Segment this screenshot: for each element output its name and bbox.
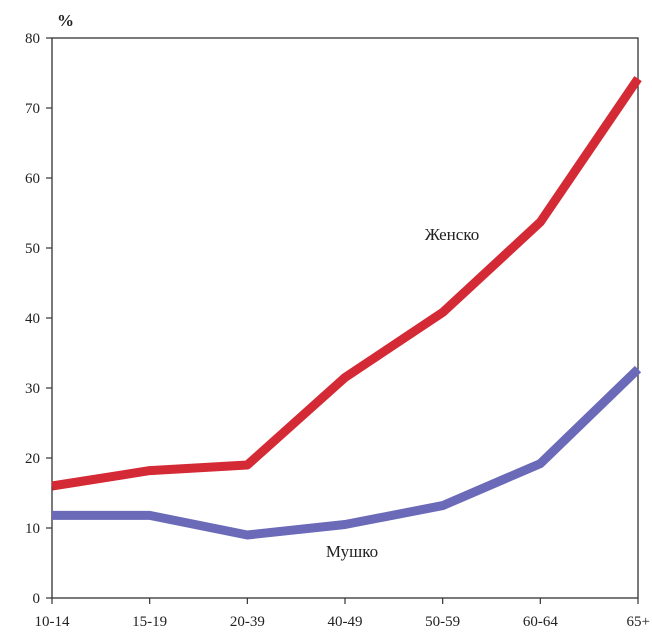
x-axis: 10-14 15-19 20-39 40-49 50-59 60-64 65+ <box>35 598 650 630</box>
y-tick-label: 80 <box>25 31 40 47</box>
series-labels: Женско Мушко <box>326 225 479 561</box>
series-lines <box>51 76 642 540</box>
series-line-2 <box>52 365 642 540</box>
y-tick-label: 10 <box>25 521 40 537</box>
x-tick-label: 10-14 <box>35 614 70 630</box>
x-tick-label: 60-64 <box>523 614 558 630</box>
y-axis-unit-label: % <box>57 11 74 30</box>
x-tick-label: 50-59 <box>425 614 460 630</box>
y-tick-label: 60 <box>25 171 40 187</box>
y-axis: 0 10 20 30 40 50 60 70 80 <box>25 31 52 607</box>
series-label-1: Женско <box>425 225 479 244</box>
y-tick-label: 40 <box>25 311 40 327</box>
y-tick-label: 0 <box>33 591 41 607</box>
series-line-1 <box>51 76 642 491</box>
y-tick-label: 20 <box>25 451 40 467</box>
series-label-2: Мушко <box>326 542 378 561</box>
x-tick-label: 65+ <box>627 614 650 630</box>
x-tick-label: 40-49 <box>328 614 363 630</box>
y-tick-label: 50 <box>25 241 40 257</box>
y-tick-label: 70 <box>25 101 40 117</box>
x-tick-label: 15-19 <box>132 614 167 630</box>
x-tick-label: 20-39 <box>230 614 265 630</box>
y-tick-label: 30 <box>25 381 40 397</box>
